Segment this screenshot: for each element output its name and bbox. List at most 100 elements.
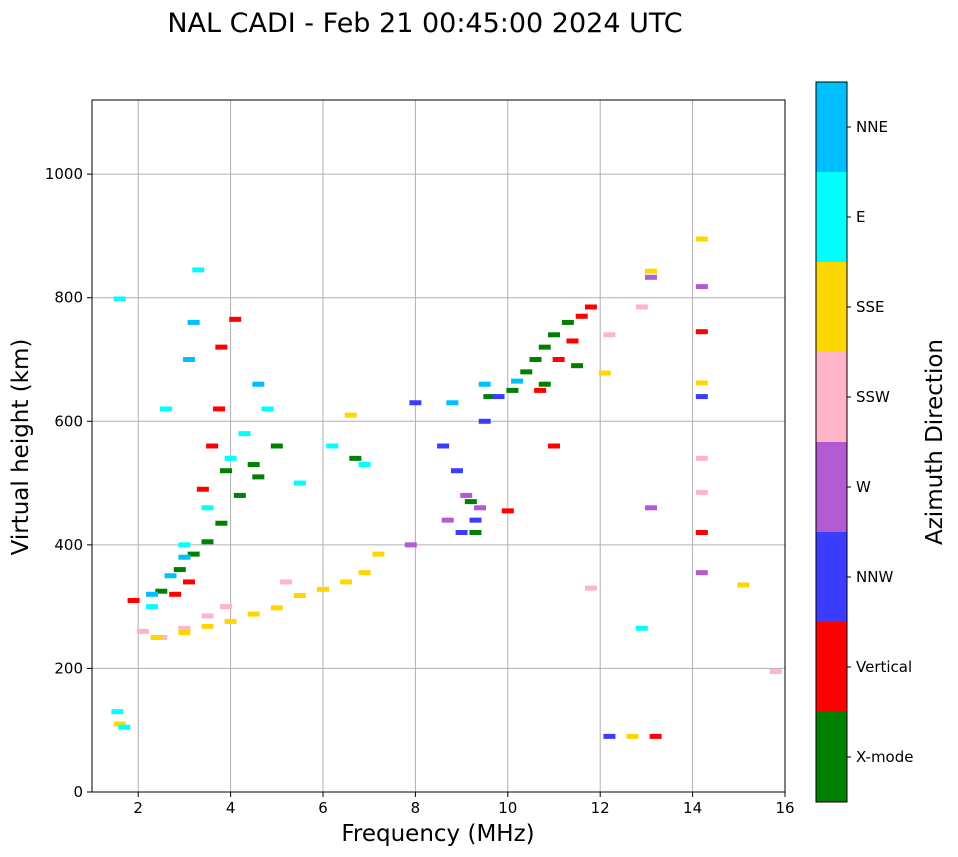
data-point (111, 709, 124, 715)
data-point (695, 570, 708, 576)
data-point (584, 585, 597, 591)
data-point (183, 357, 196, 362)
y-tick-label: 400 (54, 536, 83, 554)
series-ssw (136, 304, 782, 675)
data-point (252, 381, 265, 387)
data-point (118, 724, 131, 730)
data-point (233, 492, 246, 498)
grid (92, 100, 786, 793)
data-point (575, 313, 588, 319)
data-point (437, 443, 450, 449)
data-point (293, 593, 306, 599)
data-point (358, 462, 371, 468)
data-point (645, 505, 658, 511)
colorbar-frame (815, 81, 848, 803)
data-point (201, 505, 214, 511)
colorbar-segment (816, 622, 847, 712)
colorbar-tick-label: SSE (856, 298, 885, 316)
data-point (146, 604, 159, 610)
data-point (358, 570, 371, 576)
data-point (469, 517, 482, 523)
data-point (409, 400, 422, 406)
data-point (238, 431, 251, 437)
data-point (737, 582, 750, 588)
data-point (603, 733, 616, 739)
data-point (441, 517, 454, 523)
data-point (460, 492, 473, 498)
x-tick-label: 12 (591, 799, 610, 817)
plot-frame (91, 99, 786, 793)
data-point (196, 486, 209, 492)
data-point (247, 462, 260, 468)
data-point (566, 338, 579, 344)
data-point (695, 489, 708, 495)
colorbar-tick-label: NNW (856, 568, 893, 586)
data-point (219, 468, 232, 474)
data-point (127, 597, 140, 603)
data-point (201, 539, 214, 545)
colorbar-segment (816, 262, 847, 352)
data-point (695, 236, 708, 242)
data-point (252, 474, 265, 480)
colorbar-tick-label: NNE (856, 118, 888, 136)
data-point (695, 284, 708, 290)
data-point (769, 669, 782, 675)
data-point (506, 387, 519, 393)
colorbar-tick-label: W (856, 478, 871, 496)
y-tick-label: 800 (54, 289, 83, 307)
data-point (538, 381, 551, 387)
data-point (215, 344, 228, 350)
data-point (635, 625, 648, 631)
data-point (326, 443, 339, 449)
data-point (492, 394, 505, 400)
data-point (520, 369, 533, 375)
data-point (150, 635, 163, 641)
data-point (372, 551, 385, 557)
x-tick-label: 6 (318, 799, 328, 817)
x-tick-label: 8 (411, 799, 421, 817)
data-point (474, 505, 487, 511)
data-point (219, 604, 232, 610)
data-point (178, 542, 191, 548)
colorbar-tick-label: Vertical (856, 658, 912, 676)
colorbar-segment (816, 532, 847, 622)
y-tick-label: 1000 (45, 165, 83, 183)
series-x-mode (155, 319, 584, 594)
data-points (111, 236, 782, 739)
data-point (113, 296, 126, 302)
data-point (548, 443, 560, 449)
data-point (404, 542, 417, 548)
data-point (178, 630, 191, 636)
data-point (213, 406, 226, 412)
y-tick-label: 600 (54, 412, 83, 430)
x-tick-label: 10 (498, 799, 517, 817)
data-point (206, 443, 219, 449)
x-tick-label: 4 (226, 799, 236, 817)
data-point (201, 623, 214, 629)
data-point (192, 267, 205, 273)
series-e (111, 267, 648, 730)
y-axis-ticks: 0 200 400 600 800 1000 (45, 165, 92, 801)
data-point (224, 618, 237, 624)
data-point (178, 554, 191, 560)
data-point (695, 394, 708, 400)
colorbar-segment (816, 442, 847, 532)
data-point (270, 443, 283, 449)
data-point (280, 579, 293, 585)
colorbar-segment (816, 172, 847, 262)
data-point (603, 332, 616, 338)
data-point (548, 332, 560, 338)
data-point (571, 363, 584, 369)
data-point (478, 418, 491, 424)
data-point (584, 304, 597, 310)
data-point (464, 499, 477, 505)
data-point (155, 588, 168, 594)
data-point (626, 733, 639, 739)
series-nnw (409, 394, 708, 739)
data-point (183, 579, 196, 585)
x-tick-label: 16 (775, 799, 794, 817)
data-point (247, 611, 260, 617)
data-point (695, 530, 708, 535)
data-point (446, 400, 459, 406)
data-point (136, 628, 149, 634)
